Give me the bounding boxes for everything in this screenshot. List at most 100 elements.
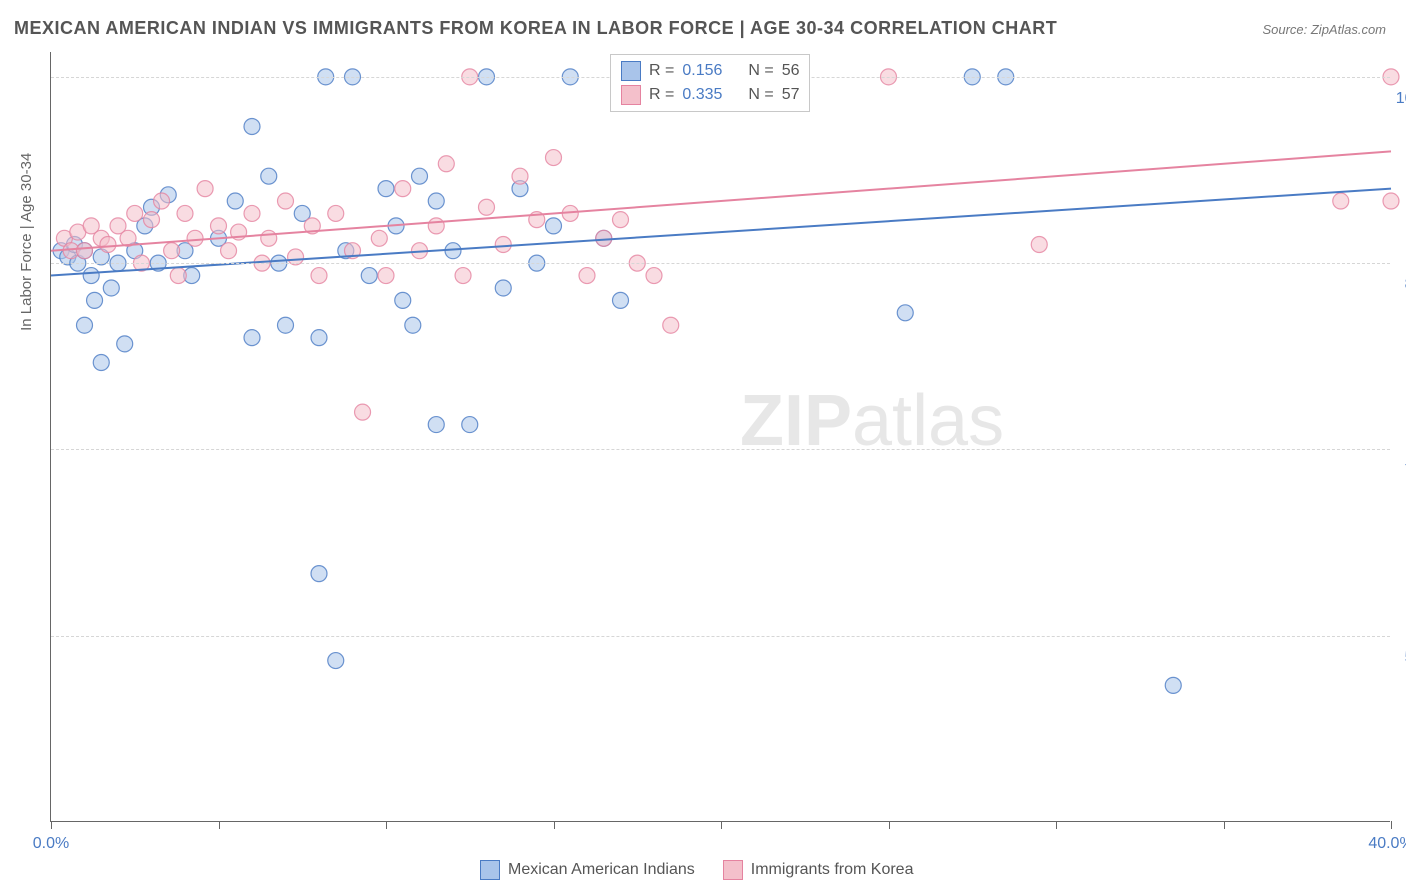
data-point-mexican [328,653,344,669]
chart-title: MEXICAN AMERICAN INDIAN VS IMMIGRANTS FR… [14,18,1057,39]
data-point-korea [438,156,454,172]
x-tick [721,821,722,829]
data-point-korea [211,218,227,234]
data-point-mexican [244,330,260,346]
data-point-mexican [103,280,119,296]
legend-item-mexican: Mexican American Indians [480,860,695,880]
chart-plot-area: 55.0%70.0%85.0%100.0%0.0%40.0% [50,52,1390,822]
data-point-korea [197,181,213,197]
data-point-korea [244,205,260,221]
data-point-korea [428,218,444,234]
r-value-mexican: 0.156 [682,62,734,80]
data-point-korea [455,268,471,284]
data-point-mexican [462,417,478,433]
data-point-korea [170,268,186,284]
x-tick [554,821,555,829]
x-tick [51,821,52,829]
r-value-korea: 0.335 [682,86,734,104]
data-point-mexican [395,292,411,308]
n-value-mexican: 56 [782,62,800,80]
x-tick [386,821,387,829]
y-tick-label: 55.0% [1395,649,1406,667]
data-point-korea [495,237,511,253]
legend-row-mexican: R = 0.156 N = 56 [621,61,799,81]
data-point-korea [596,230,612,246]
x-tick-label: 40.0% [1368,835,1406,853]
data-point-korea [144,212,160,228]
data-point-mexican [897,305,913,321]
data-point-korea [355,404,371,420]
data-point-mexican [495,280,511,296]
data-point-korea [512,168,528,184]
data-point-mexican [361,268,377,284]
data-point-korea [613,212,629,228]
data-point-mexican [83,268,99,284]
data-point-mexican [613,292,629,308]
data-point-korea [546,150,562,166]
data-point-korea [77,243,93,259]
grid-line [51,636,1390,637]
swatch-korea [621,85,641,105]
source-label: Source: ZipAtlas.com [1262,22,1386,37]
data-point-korea [328,205,344,221]
data-point-korea [261,230,277,246]
grid-line [51,449,1390,450]
data-point-korea [395,181,411,197]
swatch-mexican [621,61,641,81]
data-point-korea [371,230,387,246]
data-point-mexican [227,193,243,209]
data-point-mexican [278,317,294,333]
data-point-korea [311,268,327,284]
data-point-mexican [1165,677,1181,693]
n-label: N = [748,62,773,80]
y-tick-label: 100.0% [1395,90,1406,108]
data-point-korea [187,230,203,246]
data-point-mexican [117,336,133,352]
legend-label-korea: Immigrants from Korea [751,861,914,879]
data-point-korea [646,268,662,284]
y-tick-label: 85.0% [1395,276,1406,294]
data-point-mexican [311,330,327,346]
legend-row-korea: R = 0.335 N = 57 [621,85,799,105]
n-value-korea: 57 [782,86,800,104]
data-point-korea [221,243,237,259]
data-point-mexican [546,218,562,234]
grid-line [51,263,1390,264]
data-point-mexican [428,193,444,209]
data-point-korea [663,317,679,333]
data-point-korea [1031,237,1047,253]
y-axis-title: In Labor Force | Age 30-34 [18,153,35,331]
series-legend: Mexican American Indians Immigrants from… [480,860,913,880]
data-point-mexican [93,354,109,370]
data-point-korea [1333,193,1349,209]
data-point-korea [127,205,143,221]
r-label: R = [649,62,674,80]
data-point-mexican [378,181,394,197]
data-point-korea [100,237,116,253]
data-point-korea [378,268,394,284]
y-tick-label: 70.0% [1395,462,1406,480]
data-point-mexican [412,168,428,184]
data-point-mexican [77,317,93,333]
legend-item-korea: Immigrants from Korea [723,860,914,880]
data-point-korea [1383,193,1399,209]
data-point-mexican [244,119,260,135]
x-tick [889,821,890,829]
n-label: N = [748,86,773,104]
r-label: R = [649,86,674,104]
swatch-mexican-bottom [480,860,500,880]
data-point-korea [479,199,495,215]
x-tick [219,821,220,829]
x-tick [1391,821,1392,829]
data-point-korea [154,193,170,209]
data-point-korea [177,205,193,221]
legend-label-mexican: Mexican American Indians [508,861,695,879]
x-tick [1224,821,1225,829]
chart-svg [51,52,1390,821]
swatch-korea-bottom [723,860,743,880]
data-point-mexican [261,168,277,184]
data-point-korea [278,193,294,209]
correlation-legend: R = 0.156 N = 56 R = 0.335 N = 57 [610,54,810,112]
data-point-korea [164,243,180,259]
data-point-mexican [87,292,103,308]
